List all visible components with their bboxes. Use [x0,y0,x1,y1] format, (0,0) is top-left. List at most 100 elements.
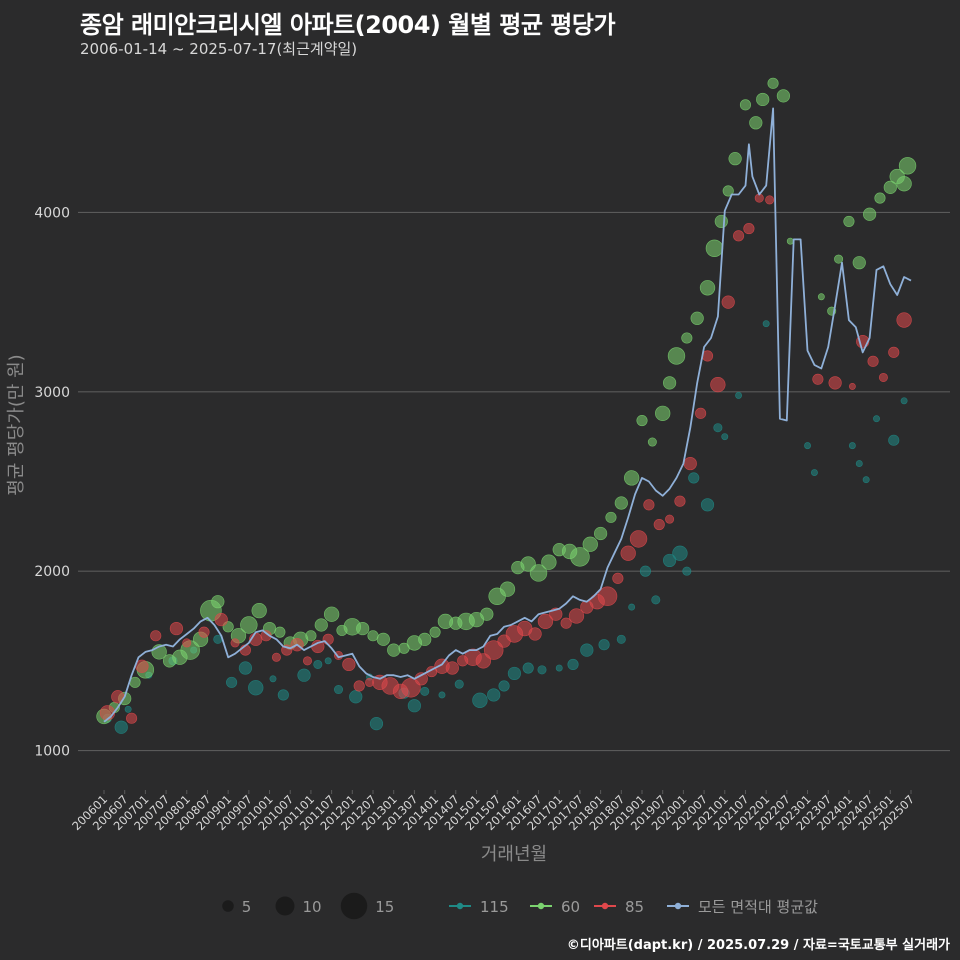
data-point-85 [182,638,192,648]
data-point-60 [898,157,917,175]
data-point-60 [429,626,441,638]
data-point-85 [560,617,572,629]
data-point-85 [568,608,585,624]
data-point-115 [900,397,908,405]
data-point-115 [855,460,863,468]
data-point-115 [580,643,594,657]
data-point-60 [852,256,866,270]
data-point-60 [681,332,693,344]
data-point-60 [240,616,258,634]
data-point-115 [555,664,563,672]
data-point-115 [313,659,323,669]
data-point-60 [728,152,742,166]
data-point-60 [541,554,557,570]
data-point-115 [507,666,521,681]
data-point-115 [248,680,264,696]
data-point-60 [655,405,671,421]
data-point-85 [674,495,686,507]
data-point-60 [376,632,390,646]
data-point-60 [387,643,401,657]
data-point-85 [150,630,162,642]
legend-label: 60 [561,898,580,916]
data-point-115 [628,603,636,611]
data-point-60 [749,116,763,130]
source-caption: ©디아파트(dapt.kr) / 2025.07.29 / 자료=국토교통부 실… [566,938,950,953]
y-tick-label: 1000 [34,744,70,760]
data-point-115 [721,433,729,441]
data-point-115 [651,595,661,605]
data-point-60 [594,526,608,541]
y-tick-label: 2000 [34,564,70,580]
data-point-85 [612,572,624,584]
data-point-60 [722,185,734,197]
data-point-60 [418,632,432,646]
data-point-60 [367,630,379,642]
data-point-85 [867,355,879,367]
y-tick-label: 3000 [34,385,70,401]
data-point-60 [647,437,657,447]
data-point-115 [873,415,880,423]
data-point-115 [700,498,715,512]
data-point-60 [739,99,752,111]
data-point-115 [226,676,238,688]
data-point-60 [314,618,328,632]
data-point-115 [762,320,770,328]
data-point-60 [776,89,790,103]
data-point-85 [620,545,636,561]
data-point-85 [710,376,726,393]
data-point-115 [662,553,677,568]
data-point-85 [214,613,228,627]
data-point-115 [269,675,277,683]
legend-size-label: 5 [242,898,252,916]
legend-size-marker [275,896,295,916]
data-point-85 [653,518,665,531]
data-point-115 [277,689,289,701]
data-point-60 [636,414,648,427]
data-point-115 [810,469,818,476]
data-point-85 [353,680,365,692]
data-point-115 [349,690,363,704]
data-point-60 [756,92,770,107]
data-point-85 [848,382,856,390]
data-point-85 [597,586,618,607]
data-point-115 [672,545,688,561]
data-point-85 [401,678,421,698]
data-point-85 [896,312,912,328]
legend-marker [601,902,609,910]
data-point-115 [498,680,510,692]
data-point-115 [682,566,692,576]
data-point-85 [528,627,542,641]
data-point-115 [438,691,446,699]
data-point-60 [699,280,716,296]
data-point-115 [124,705,132,713]
data-point-85 [721,295,735,309]
data-point-60 [605,511,617,523]
data-point-60 [582,536,598,552]
data-point-115 [454,679,464,689]
data-point-60 [624,470,640,486]
data-point-115 [688,472,700,484]
data-point-115 [567,658,579,670]
data-point-60 [843,215,855,227]
data-point-85 [445,661,459,675]
x-axis-label: 거래년월 [481,844,547,865]
data-point-115 [598,639,610,651]
data-point-85 [828,376,842,390]
data-point-115 [487,688,501,702]
data-point-60 [480,607,494,621]
data-point-60 [874,192,886,204]
legend-size-label: 15 [375,898,394,916]
legend-label: 115 [480,898,509,916]
data-point-60 [896,176,912,192]
data-point-85 [812,373,824,385]
data-point-85 [230,638,240,648]
data-point-85 [169,621,184,636]
data-point-85 [342,657,356,672]
data-point-115 [472,692,488,708]
y-tick-label: 4000 [34,205,70,221]
data-point-60 [863,207,877,221]
data-point-85 [537,613,554,630]
legend-size-label: 10 [303,898,322,916]
data-point-115 [537,665,547,675]
